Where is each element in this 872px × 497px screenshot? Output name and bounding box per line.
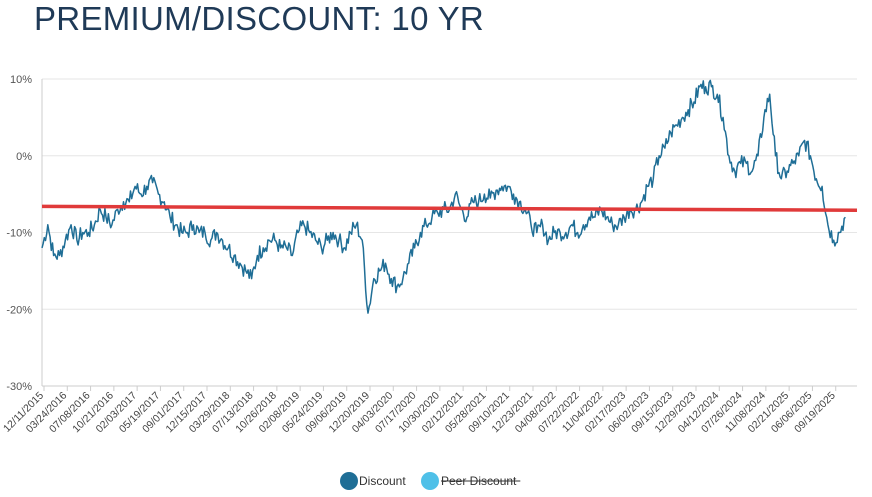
plot-area	[41, 79, 858, 314]
y-tick-label: -30%	[6, 381, 32, 393]
legend-label: Discount	[359, 474, 406, 488]
legend-marker	[421, 472, 439, 490]
legend-item-discount[interactable]: Discount	[340, 472, 406, 490]
legend-marker	[340, 472, 358, 490]
legend: Discount Peer Discount	[340, 472, 521, 490]
average-discount-line	[41, 204, 858, 212]
series-discount-line	[41, 79, 846, 314]
y-tick-label: 10%	[10, 74, 32, 86]
y-tick-label: -10%	[6, 228, 32, 240]
gridlines	[41, 78, 857, 387]
page-title: PREMIUM/DISCOUNT: 10 YR	[34, 0, 485, 37]
y-axis: 10% 0% -10% -20% -30%	[6, 74, 32, 393]
y-tick-label: 0%	[16, 151, 32, 163]
y-tick-label: -20%	[6, 304, 32, 316]
legend-item-peer-discount[interactable]: Peer Discount	[421, 472, 521, 490]
x-axis: 12/11/201503/24/201607/08/201610/21/2016…	[1, 386, 838, 435]
